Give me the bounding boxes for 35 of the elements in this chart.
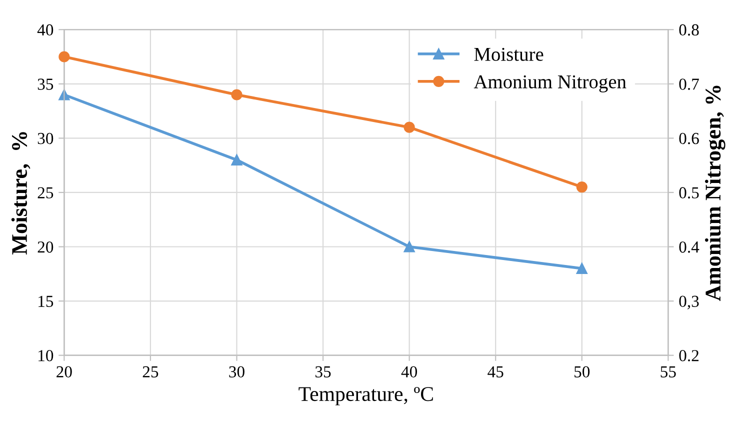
y-tick-label: 40 <box>37 24 54 36</box>
y2-tick-label: 0,3 <box>679 296 699 310</box>
x-tick-label: 50 <box>574 366 590 378</box>
point <box>58 51 70 62</box>
y2-tick-label: 0.4 <box>679 241 700 253</box>
y-tick-label: 35 <box>38 78 54 90</box>
point <box>231 89 242 100</box>
legend-label: Moisture <box>474 48 544 61</box>
point <box>576 262 588 274</box>
x-tick-label: 30 <box>229 366 244 378</box>
y2-tick-label: 0.5 <box>679 187 699 198</box>
x-tick-label: 25 <box>142 366 158 378</box>
point <box>231 154 242 166</box>
x-tick-label: 35 <box>315 366 331 378</box>
x-axis-title: Temperature, ºC <box>298 387 433 406</box>
x-tick-label: 55 <box>660 366 676 378</box>
y2-tick-label: 0.2 <box>679 350 699 362</box>
y-tick-label: 15 <box>38 296 54 307</box>
point <box>58 89 70 100</box>
x-tick-label: 40 <box>401 366 418 378</box>
y-tick-label: 10 <box>38 350 54 362</box>
x-tick-label: 20 <box>56 366 72 378</box>
point <box>404 241 415 252</box>
point <box>576 181 588 193</box>
y2-tick-label: 0.8 <box>679 24 699 36</box>
y2-axis-title: Amonium Nitrogen, % <box>704 86 726 301</box>
y-tick-label: 30 <box>38 132 54 144</box>
y-tick-label: 20 <box>38 241 54 253</box>
point <box>404 122 415 133</box>
legend-label: Amonium Nitrogen <box>474 75 626 92</box>
x-tick-label: 45 <box>488 366 504 378</box>
y2-tick-label: 0.6 <box>679 132 699 144</box>
y-axis-title: Moisture, % <box>11 132 30 255</box>
y2-tick-label: 0.7 <box>679 78 699 90</box>
y-tick-label: 25 <box>38 187 54 198</box>
